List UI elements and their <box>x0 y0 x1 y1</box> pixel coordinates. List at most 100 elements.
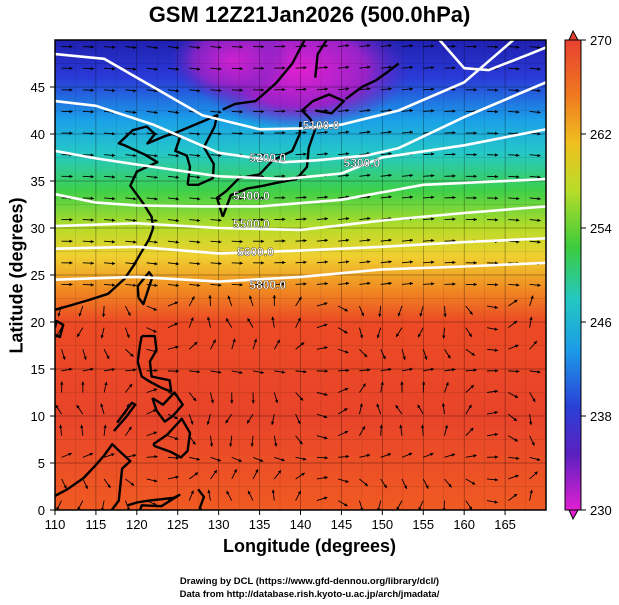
wind-vector-head <box>153 502 157 506</box>
wind-vector-head <box>154 110 158 115</box>
wind-vector-head <box>69 261 73 265</box>
wind-vector-head <box>194 472 199 476</box>
wind-vector-head <box>90 239 94 244</box>
wind-vector-head <box>232 338 236 343</box>
x-axis-ticks: 110 115 120 125 130 135 140 145 150 155 160 165 <box>45 510 516 532</box>
wind-vector-head <box>191 296 195 300</box>
footer-credit-data: Data from http://database.rish.kyoto-u.a… <box>179 589 440 600</box>
wind-vector-head <box>69 239 73 243</box>
wind-vector-head <box>494 432 498 437</box>
wind-vector-head <box>175 110 179 115</box>
wind-vector-head <box>379 424 383 428</box>
wind-vector-head <box>537 132 541 136</box>
wind-vector-head <box>409 87 413 91</box>
wind-vector-head <box>282 174 286 178</box>
wind-vector-head <box>534 471 538 475</box>
wind-vector-head <box>153 431 157 435</box>
height-contour <box>55 81 546 164</box>
wind-vector-head <box>226 318 230 322</box>
wind-vector-head <box>403 485 407 489</box>
wind-vector-head <box>409 260 413 264</box>
x-tick-label: 145 <box>331 517 353 532</box>
wind-vector-head <box>153 388 158 392</box>
wind-vector-head <box>111 196 116 201</box>
wind-vector-head <box>473 368 477 372</box>
wind-vector-head <box>303 44 307 48</box>
wind-vector-head <box>90 367 94 372</box>
grid-lines <box>55 40 546 510</box>
wind-vector-head <box>174 301 179 305</box>
colorbar-tick-label: 262 <box>590 127 612 142</box>
y-tick-label: 35 <box>31 174 45 189</box>
wind-vector-head <box>154 262 158 266</box>
wind-vector-head <box>529 421 533 426</box>
wind-vector-head <box>239 45 243 49</box>
wind-vector-head <box>208 295 212 299</box>
footer-credit-dcl: Drawing by DCL (https://www.gfd-dennou.o… <box>179 576 440 587</box>
wind-vector-head <box>128 383 133 388</box>
wind-vector-head <box>282 87 286 92</box>
wind-vector-head <box>409 108 413 113</box>
wind-vector-head <box>297 420 301 425</box>
wind-vector-head <box>111 453 115 457</box>
wind-vector-head <box>324 392 328 396</box>
wind-vector-head <box>388 43 392 48</box>
wind-vector-head <box>367 216 371 221</box>
y-tick-label: 0 <box>38 503 45 518</box>
y-tick-label: 5 <box>38 456 45 471</box>
wind-vector-head <box>359 403 363 407</box>
wind-vector-head <box>60 381 64 385</box>
wind-vector-head <box>324 282 328 286</box>
wind-vector-head <box>536 457 541 461</box>
wind-vector-head <box>154 368 158 373</box>
wind-vector-head <box>324 302 328 306</box>
height-contour <box>55 205 546 232</box>
wind-vector-head <box>537 153 541 158</box>
wind-vector-head <box>399 424 403 429</box>
wind-vector-head <box>448 483 452 488</box>
coastline <box>112 401 137 432</box>
wind-vector-head <box>298 296 302 301</box>
wind-vector-head <box>90 110 94 114</box>
wind-vector-head <box>217 458 221 462</box>
wind-vector-head <box>388 130 392 134</box>
wind-vector-head <box>345 108 350 113</box>
wind-vector-head <box>69 282 73 287</box>
wind-vector-head <box>494 110 499 114</box>
wind-vector-head <box>514 394 519 398</box>
wind-vector-head <box>344 330 348 334</box>
wind-vector-head <box>281 458 285 462</box>
wind-vector-head <box>255 469 259 473</box>
wind-vector-head <box>239 283 243 287</box>
wind-vector-head <box>230 400 234 404</box>
colorbar-tick-label: 270 <box>590 33 612 48</box>
wind-vector-head <box>537 197 541 201</box>
wind-vector-head <box>260 239 265 243</box>
wind-vector-head <box>431 282 435 286</box>
wind-vector-head <box>190 421 194 425</box>
wind-vector-head <box>196 261 201 266</box>
wind-vector-head <box>282 217 286 222</box>
wind-vector-head <box>515 474 519 478</box>
wind-vector-head <box>239 131 243 136</box>
y-tick-label: 45 <box>31 80 45 95</box>
wind-vector-head <box>396 506 400 510</box>
wind-vector-head <box>409 130 413 134</box>
wind-vector-head <box>494 455 499 459</box>
x-tick-label: 135 <box>249 517 271 532</box>
wind-vector-head <box>442 335 446 339</box>
wind-vector-head <box>431 152 435 156</box>
wind-vector-head <box>90 153 94 157</box>
wind-vector-head <box>431 195 435 200</box>
wind-vector-head <box>537 67 541 71</box>
wind-vector-head <box>388 87 392 91</box>
wind-vector-head <box>130 482 135 486</box>
wind-vector-head <box>388 260 392 264</box>
wind-vector-head <box>260 153 265 157</box>
wind-vector-head <box>260 66 265 70</box>
colorbar-tick-label: 238 <box>590 409 612 424</box>
wind-vector-head <box>468 404 472 409</box>
x-tick-label: 160 <box>453 517 475 532</box>
wind-vector-head <box>530 295 534 299</box>
wind-vector-head <box>196 218 201 223</box>
